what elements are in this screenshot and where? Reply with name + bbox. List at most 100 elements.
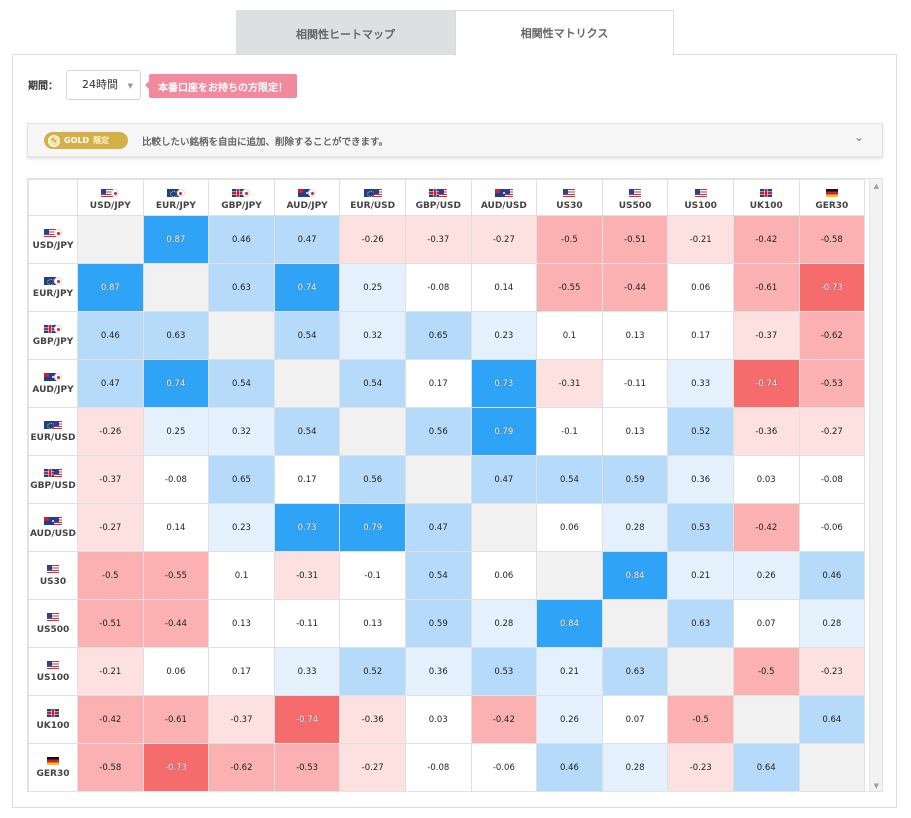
vertical-scrollbar[interactable]: ▲ ▼ — [869, 179, 882, 791]
matrix-cell: 0.73 — [273, 503, 341, 552]
row-header: UK100 — [28, 695, 78, 744]
matrix-cell: 0.53 — [470, 647, 538, 696]
matrix-cell-self — [732, 695, 800, 744]
matrix-cell: 0.47 — [273, 215, 341, 264]
column-header-label: US500 — [618, 201, 652, 211]
gold-coin-icon: ✎ — [48, 134, 60, 147]
matrix-cell: 0.46 — [77, 311, 144, 360]
column-header: AUD/USD — [470, 179, 538, 216]
matrix-cell: 0.59 — [404, 599, 472, 648]
flag-pair — [363, 188, 382, 198]
matrix-cell: -0.08 — [798, 455, 866, 504]
period-label: 期間： — [28, 81, 58, 92]
matrix-cell: -0.42 — [732, 503, 800, 552]
flag-jpy-icon — [54, 229, 62, 237]
row-header: AUD/USD — [28, 503, 78, 552]
flag-pair — [44, 228, 62, 238]
flag-aud-icon — [298, 189, 311, 197]
matrix-cell: 0.47 — [77, 359, 144, 408]
matrix-cell: 0.17 — [273, 455, 341, 504]
matrix-cell: -0.62 — [208, 743, 275, 791]
matrix-cell: 0.32 — [339, 311, 406, 360]
matrix-cell: -0.37 — [404, 215, 472, 264]
flag-ger-icon — [825, 189, 838, 197]
matrix-cell: -0.42 — [470, 695, 538, 744]
matrix-cell: -0.53 — [798, 359, 866, 408]
column-header: EUR/USD — [339, 179, 406, 216]
flag-pair — [47, 660, 59, 670]
matrix-cell: 0.65 — [404, 311, 472, 360]
column-header-label: UK100 — [749, 201, 783, 211]
period-select[interactable]: 24時間 ▼ — [66, 70, 141, 100]
row-header-label: AUD/USD — [29, 529, 76, 539]
promo-badge: 本番口座をお持ちの方限定！ — [149, 74, 297, 98]
flag-pair — [44, 324, 62, 334]
matrix-cell: 0.33 — [273, 647, 341, 696]
matrix-cell: 0.06 — [470, 551, 538, 600]
column-header-label: EUR/USD — [350, 201, 396, 211]
table-row: EUR/USD -0.26 0.25 0.32 0.54 0.56 0.79 -0.1 0.13… — [28, 407, 866, 456]
matrix-cell: 0.21 — [536, 647, 603, 696]
column-header-label: GBP/USD — [415, 201, 461, 211]
scroll-down-icon[interactable]: ▼ — [873, 782, 879, 790]
column-header-label: US30 — [556, 201, 583, 211]
matrix-cell: 0.64 — [798, 695, 866, 744]
flag-jpy-icon — [54, 277, 62, 285]
flag-usd-icon — [629, 189, 642, 197]
matrix-cell: 0.28 — [601, 503, 669, 552]
row-header-label: GBP/JPY — [32, 337, 74, 347]
tab-correlation-matrix[interactable]: 相関性マトリクス — [455, 10, 674, 56]
row-header-label: GER30 — [36, 769, 70, 779]
matrix-cell: -0.27 — [77, 503, 144, 552]
column-header: GER30 — [798, 179, 866, 216]
matrix-cell: -0.27 — [798, 407, 866, 456]
matrix-cell: -0.42 — [732, 215, 800, 264]
tab-correlation-heatmap[interactable]: 相関性ヒートマップ — [236, 10, 455, 56]
matrix-cell-self — [470, 503, 538, 552]
matrix-cell: 0.32 — [208, 407, 275, 456]
matrix-cell: 0.13 — [601, 407, 669, 456]
table-row: AUD/USD -0.27 0.14 0.23 0.73 0.79 0.47 0.06 0.28… — [28, 503, 866, 552]
matrix-cell: -0.37 — [208, 695, 275, 744]
row-header: US500 — [28, 599, 78, 648]
matrix-cell: 0.26 — [732, 551, 800, 600]
matrix-cell-self — [339, 407, 406, 456]
matrix-cell: -0.11 — [601, 359, 669, 408]
matrix-cell: -0.55 — [536, 263, 603, 312]
matrix-cell: 0.79 — [470, 407, 538, 456]
matrix-corner — [28, 179, 78, 216]
matrix-cell: 0.25 — [142, 407, 210, 456]
matrix-cell: -0.5 — [536, 215, 603, 264]
matrix-cell: 0.28 — [470, 599, 538, 648]
row-header: US30 — [28, 551, 78, 600]
column-header: US30 — [536, 179, 603, 216]
matrix-cell: -0.61 — [142, 695, 210, 744]
matrix-cell: 0.46 — [798, 551, 866, 600]
flag-aud-icon — [44, 517, 56, 525]
matrix-cell-self — [601, 599, 669, 648]
gold-feature-bar[interactable]: ✎ GOLD 限定 比較したい銘柄を自由に追加、削除することができます。 ⌄ — [27, 123, 883, 157]
flag-usd-icon — [47, 565, 59, 573]
matrix-cell-self — [273, 359, 341, 408]
flag-pair — [101, 188, 120, 198]
row-header: GER30 — [28, 743, 78, 791]
flag-pair — [429, 188, 448, 198]
matrix-cell: 0.53 — [667, 503, 734, 552]
matrix-table: USD/JPY EUR/JPY GBP/JPY AUD/JPY EUR/USD GBP/U… — [28, 179, 866, 791]
column-header-label: USD/JPY — [89, 201, 131, 211]
period-value: 24時間 — [82, 78, 118, 91]
flag-pair — [825, 188, 838, 198]
chevron-down-icon[interactable]: ⌄ — [853, 130, 864, 144]
matrix-cell: -0.1 — [536, 407, 603, 456]
matrix-cell: 0.03 — [404, 695, 472, 744]
row-header-label: GBP/USD — [30, 481, 76, 491]
table-row: GBP/USD -0.37 -0.08 0.65 0.17 0.56 0.47 0.54 0.5… — [28, 455, 866, 504]
row-header: GBP/USD — [28, 455, 78, 504]
matrix-cell-self — [667, 647, 734, 696]
scroll-up-icon[interactable]: ▲ — [873, 182, 879, 190]
matrix-cell: 0.59 — [601, 455, 669, 504]
matrix-cell: 0.54 — [536, 455, 603, 504]
flag-usd-icon — [439, 189, 448, 197]
column-header: UK100 — [732, 179, 800, 216]
matrix-cell: -0.1 — [339, 551, 406, 600]
